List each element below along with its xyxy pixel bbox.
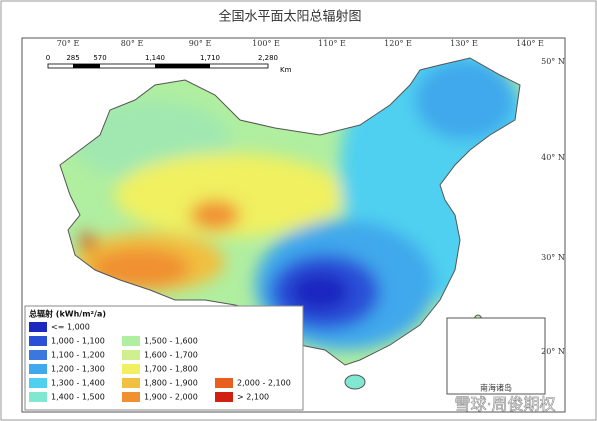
legend-label: 1,300 - 1,400 [51,379,105,388]
legend-box [24,305,304,411]
latitude-label: 20° N [541,347,565,356]
legend-swatch [29,378,47,388]
scale-segment [73,64,100,68]
legend-swatch [29,392,47,402]
china-outline [59,57,521,366]
zone [115,153,345,237]
legend-swatch [29,336,47,346]
longitude-label: 140° E [516,39,544,48]
scale-unit: Km [280,66,292,74]
longitude-label: 70° E [57,39,80,48]
dynamic-layer: 70° E 80° E 90° E 100° E 110° E 120° E 130° E 1… [29,39,565,402]
zone [190,200,240,230]
scale-tick-label: 1,140 [145,54,165,62]
scale-segment [155,64,210,68]
longitude-label: 100° E [252,39,280,48]
scale-tick-label: 2,280 [258,54,278,62]
longitude-label: 80° E [121,39,144,48]
legend-label: 2,000 - 2,100 [237,379,291,388]
legend-label: <= 1,000 [51,323,90,332]
zone [80,234,96,250]
scale-tick-label: 285 [66,54,79,62]
legend-label: 1,600 - 1,700 [144,351,198,360]
hainan [344,374,366,390]
zone [290,272,350,312]
scale-tick-label: 0 [46,54,50,62]
longitude-label: 120° E [384,39,412,48]
latitude-label: 50° N [541,57,565,66]
legend-swatch [122,378,140,388]
legend-label: 1,500 - 1,600 [144,337,198,346]
legend-swatch [29,322,47,332]
legend-label: 1,800 - 1,900 [144,379,198,388]
legend-swatch [29,364,47,374]
longitude-label: 130° E [450,39,478,48]
legend-swatch [122,392,140,402]
legend-label: 1,200 - 1,300 [51,365,105,374]
longitude-label: 90° E [189,39,212,48]
latitude-label: 40° N [541,153,565,162]
legend-label: 1,000 - 1,100 [51,337,105,346]
scale-tick-label: 1,710 [200,54,220,62]
legend-swatch [122,336,140,346]
zone [415,60,515,140]
scale-tick-label: 570 [93,54,106,62]
legend-label: 1,900 - 2,000 [144,393,198,402]
legend-label: 1,400 - 1,500 [51,393,105,402]
legend-label: 1,700 - 1,800 [144,365,198,374]
latitude-label: 30° N [541,253,565,262]
legend-title: 总辐射 (kWh/m²/a) [29,309,106,319]
watermark: 雪球·周俊期权 [454,395,555,414]
inset-label: 南海诸岛 [480,383,512,393]
legend-swatch [215,378,233,388]
legend-swatch [122,350,140,360]
legend-label: 1,100 - 1,200 [51,351,105,360]
legend-label: > 2,100 [237,393,269,402]
inset-box [446,317,546,395]
legend-swatch [122,364,140,374]
longitude-label: 110° E [318,39,346,48]
map-title: 全国水平面太阳总辐射图 [218,9,361,25]
legend-swatch [29,350,47,360]
legend-swatch [215,392,233,402]
